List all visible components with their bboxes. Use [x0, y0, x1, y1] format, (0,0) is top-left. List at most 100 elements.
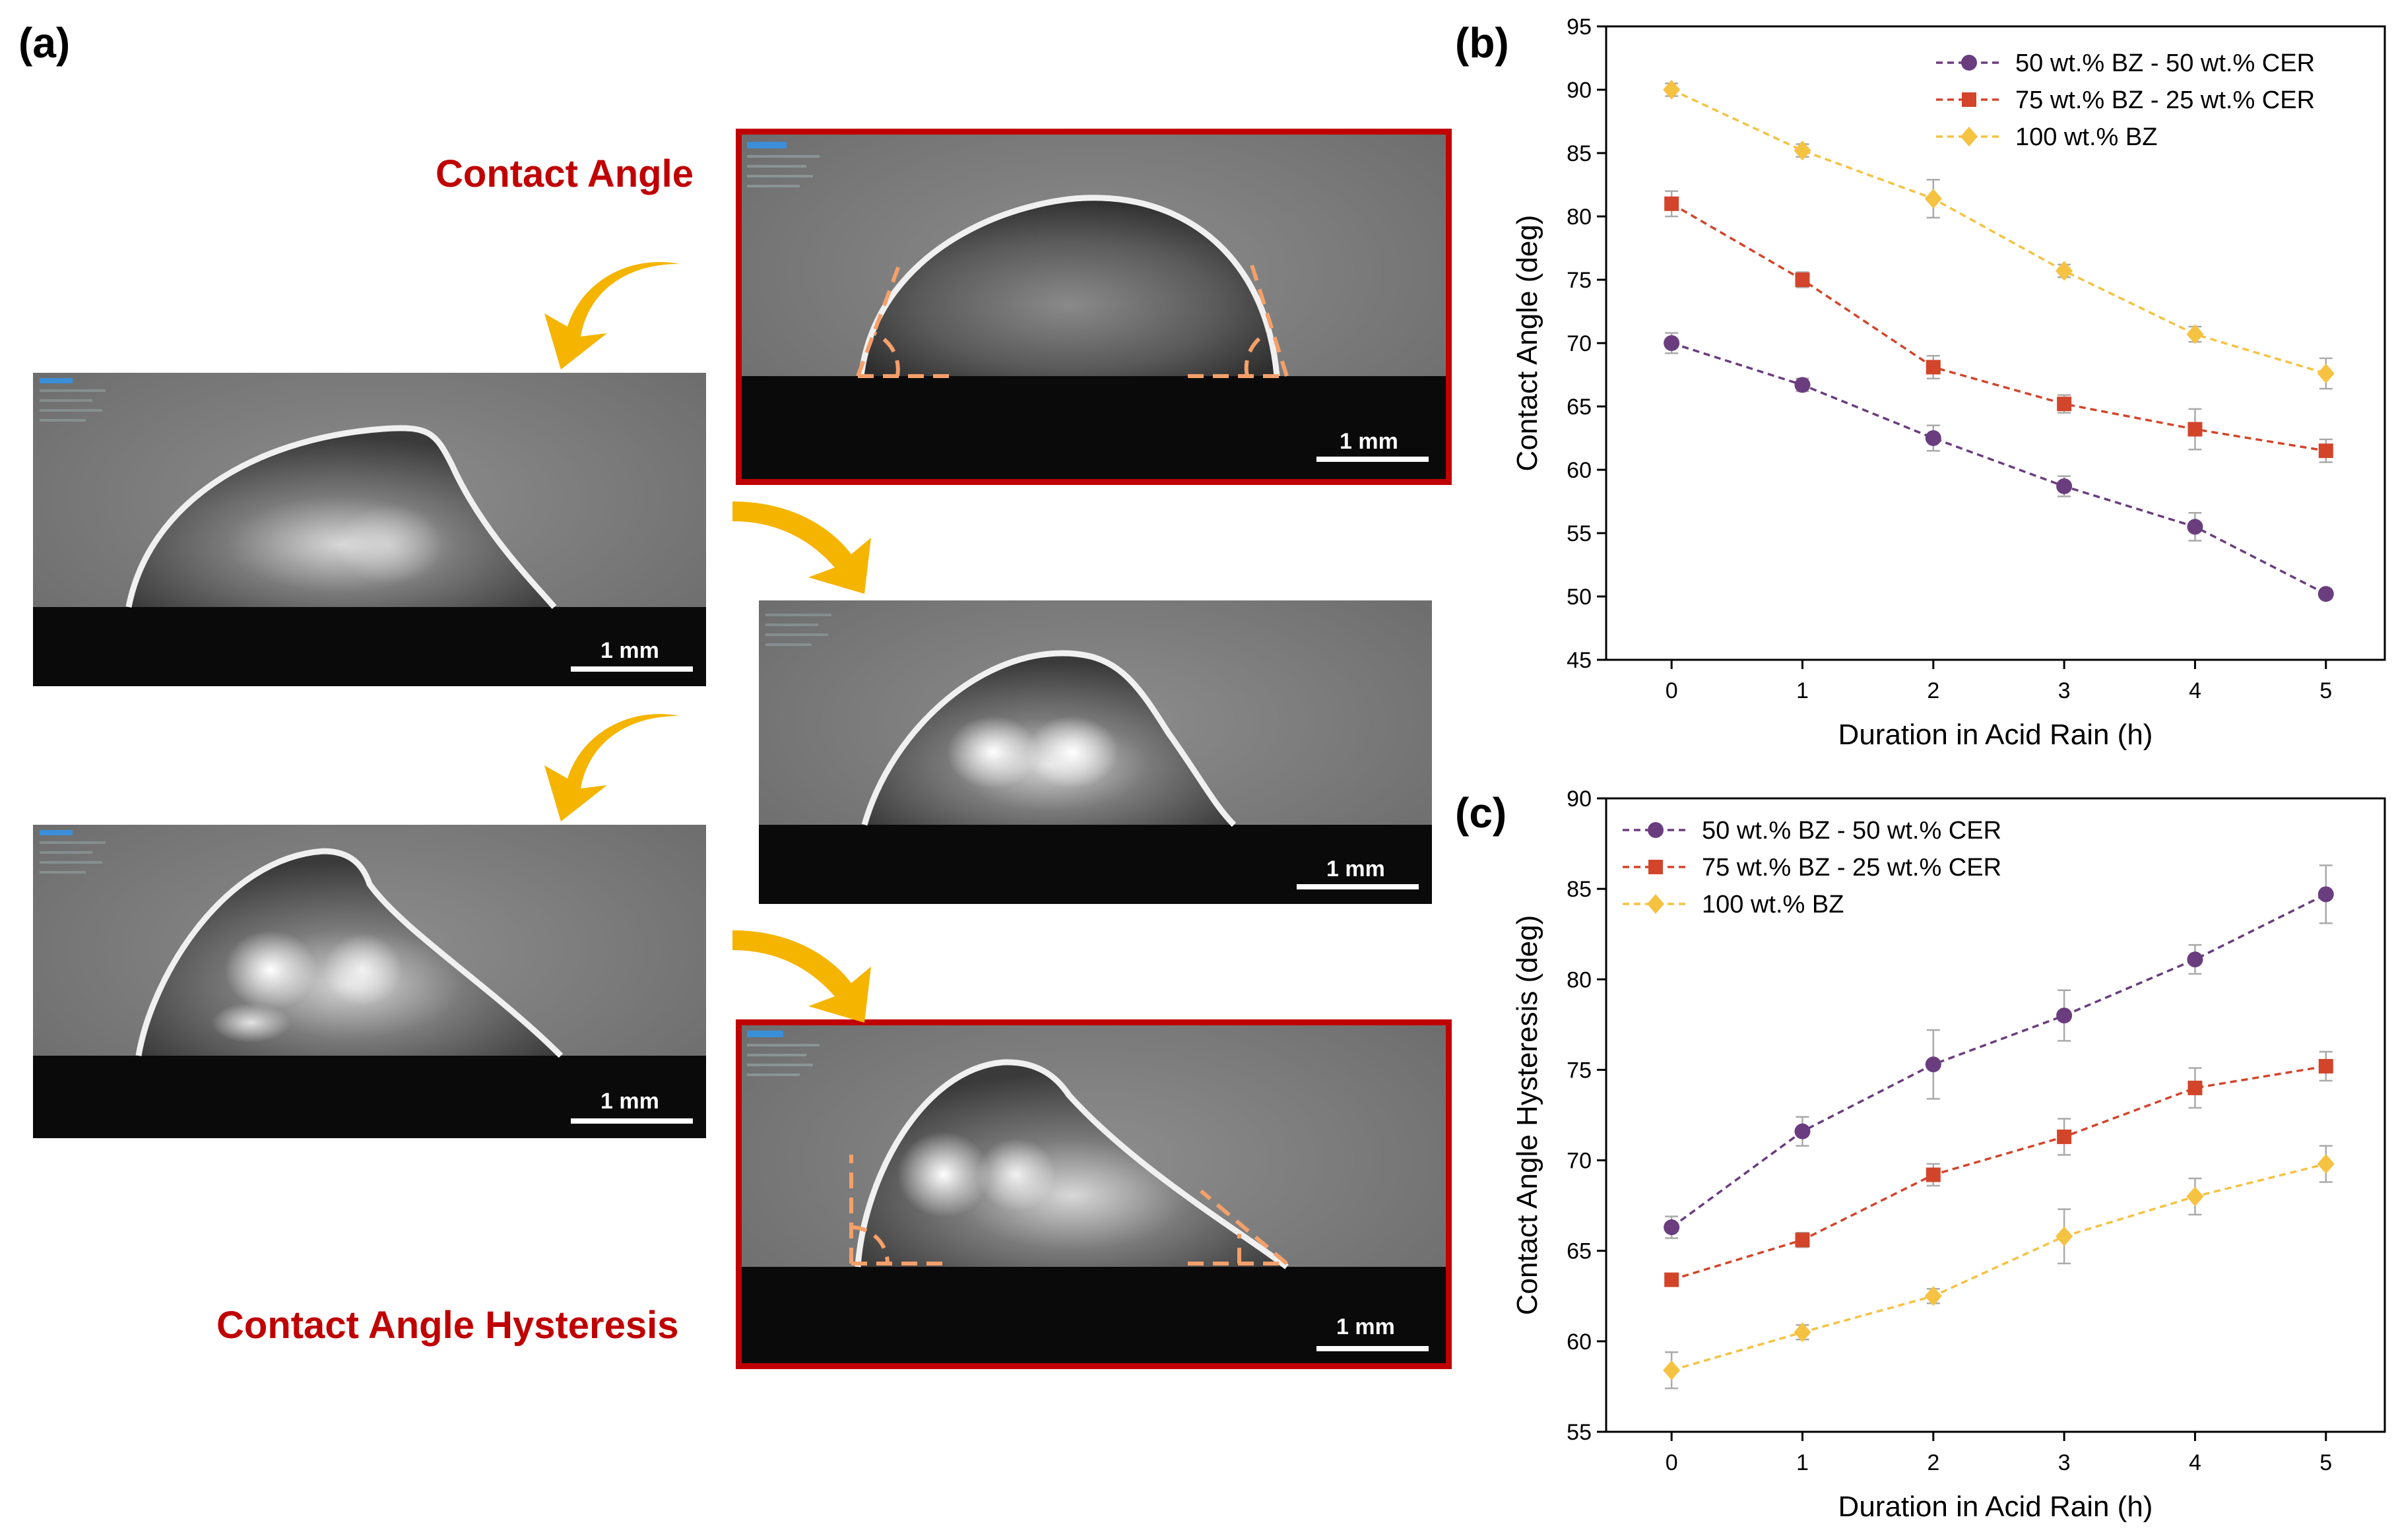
- y-tick-label: 90: [1567, 78, 1592, 103]
- data-point: [1664, 1272, 1679, 1287]
- data-point: [2317, 1154, 2335, 1174]
- y-axis-label: Contact Angle (deg): [1511, 215, 1543, 472]
- x-tick-label: 0: [1666, 678, 1678, 703]
- data-point: [2056, 1226, 2073, 1246]
- y-axis-label: Contact Angle Hysteresis (deg): [1511, 915, 1543, 1316]
- y-tick-label: 60: [1567, 458, 1592, 483]
- scale-bar-label: 1 mm: [600, 638, 659, 663]
- data-point: [1795, 1233, 1810, 1248]
- x-tick-label: 1: [1796, 1450, 1809, 1475]
- x-tick-label: 5: [2319, 678, 2332, 703]
- data-point: [1924, 1286, 1942, 1306]
- y-tick-label: 95: [1567, 15, 1592, 40]
- series-2: [1663, 1145, 2335, 1390]
- series-0: [1664, 864, 2334, 1239]
- droplet-photo-0h: 1 mm: [739, 132, 1448, 482]
- series-1: [1664, 1050, 2333, 1287]
- y-tick-label: 75: [1567, 1058, 1592, 1083]
- data-point: [2317, 586, 2334, 602]
- series-line: [1671, 203, 2327, 452]
- y-tick-label: 85: [1567, 141, 1592, 166]
- data-point: [2186, 324, 2204, 344]
- series-line: [1671, 342, 2327, 595]
- y-tick-label: 70: [1567, 1149, 1592, 1174]
- legend-label: 75 wt.% BZ - 25 wt.% CER: [2015, 86, 2315, 114]
- y-tick-label: 75: [1567, 268, 1592, 293]
- y-tick-label: 55: [1567, 521, 1592, 546]
- data-point: [1663, 1360, 1681, 1380]
- y-tick-label: 60: [1567, 1330, 1592, 1355]
- arrow-icon: [544, 262, 680, 369]
- x-axis-label: Duration in Acid Rain (h): [1838, 1491, 2153, 1523]
- data-point: [2057, 1129, 2072, 1144]
- scale-bar-label: 1 mm: [1336, 1314, 1395, 1339]
- data-point: [2318, 1058, 2333, 1074]
- data-point: [2187, 1080, 2203, 1095]
- series-line: [1671, 1163, 2327, 1372]
- data-point: [2187, 951, 2203, 968]
- data-point: [1664, 1219, 1680, 1236]
- droplet-photo-hysteresis: 1 mm: [739, 1023, 1448, 1366]
- data-point: [2187, 519, 2203, 535]
- x-tick-label: 2: [1927, 1450, 1939, 1475]
- legend-marker: [1647, 894, 1664, 914]
- series-line: [1671, 88, 2327, 375]
- data-point: [1925, 430, 1941, 446]
- y-tick-label: 65: [1567, 395, 1592, 420]
- x-tick-label: 5: [2319, 1450, 2332, 1475]
- series-line: [1671, 893, 2327, 1229]
- caption-contact-angle: Contact Angle: [436, 152, 694, 195]
- plot-frame: [1605, 797, 2386, 1433]
- x-tick-label: 4: [2189, 678, 2201, 703]
- series-1: [1664, 190, 2333, 463]
- scale-bar-label: 1 mm: [1326, 856, 1385, 882]
- series-0: [1664, 332, 2334, 602]
- legend-label: 50 wt.% BZ - 50 wt.% CER: [1702, 817, 2001, 845]
- series-2: [1663, 80, 2335, 390]
- data-point: [2317, 886, 2334, 903]
- data-point: [1664, 196, 1679, 211]
- scale-bar-label: 1 mm: [600, 1089, 659, 1114]
- y-tick-label: 45: [1567, 648, 1592, 673]
- x-tick-label: 4: [2189, 1450, 2201, 1475]
- y-tick-label: 85: [1567, 877, 1592, 902]
- y-tick-label: 80: [1567, 205, 1592, 230]
- y-tick-label: 90: [1567, 786, 1592, 812]
- x-axis-label: Duration in Acid Rain (h): [1838, 719, 2153, 751]
- y-tick-label: 55: [1567, 1420, 1592, 1445]
- arrow-icon: [544, 714, 680, 821]
- data-point: [1794, 141, 1811, 161]
- legend-marker: [1648, 860, 1663, 874]
- scale-bar-label: 1 mm: [1340, 429, 1398, 454]
- legend-label: 100 wt.% BZ: [2015, 123, 2157, 151]
- data-point: [2056, 1008, 2073, 1024]
- arrow-icon: [732, 930, 871, 1023]
- legend-marker: [1961, 55, 1977, 71]
- data-point: [1924, 189, 1942, 209]
- highlight-frame-hysteresis: [736, 1019, 1452, 1369]
- legend-label: 50 wt.% BZ - 50 wt.% CER: [2015, 49, 2315, 77]
- legend-label: 100 wt.% BZ: [1702, 891, 1844, 918]
- arrow-icon: [732, 501, 871, 594]
- data-point: [2057, 397, 2072, 412]
- y-tick-label: 70: [1567, 331, 1592, 356]
- x-tick-label: 0: [1666, 1450, 1678, 1475]
- x-tick-label: 2: [1927, 678, 1939, 703]
- data-point: [2056, 261, 2073, 281]
- data-point: [2186, 1186, 2204, 1207]
- highlight-frame-contact-angle: [736, 129, 1452, 485]
- plot-frame: [1605, 25, 2386, 661]
- data-point: [1925, 1056, 1941, 1073]
- series-line: [1671, 1065, 2327, 1281]
- data-point: [1664, 335, 1680, 351]
- data-point: [1794, 377, 1811, 393]
- data-point: [1794, 1322, 1811, 1343]
- x-tick-label: 1: [1796, 678, 1809, 703]
- panel-label-b: (b): [1455, 19, 1509, 67]
- data-point: [1926, 360, 1941, 375]
- panel-label-c: (c): [1455, 789, 1507, 837]
- data-point: [1794, 1123, 1811, 1139]
- caption-contact-angle-hysteresis: Contact Angle Hysteresis: [216, 1304, 679, 1347]
- legend-marker: [1648, 822, 1664, 838]
